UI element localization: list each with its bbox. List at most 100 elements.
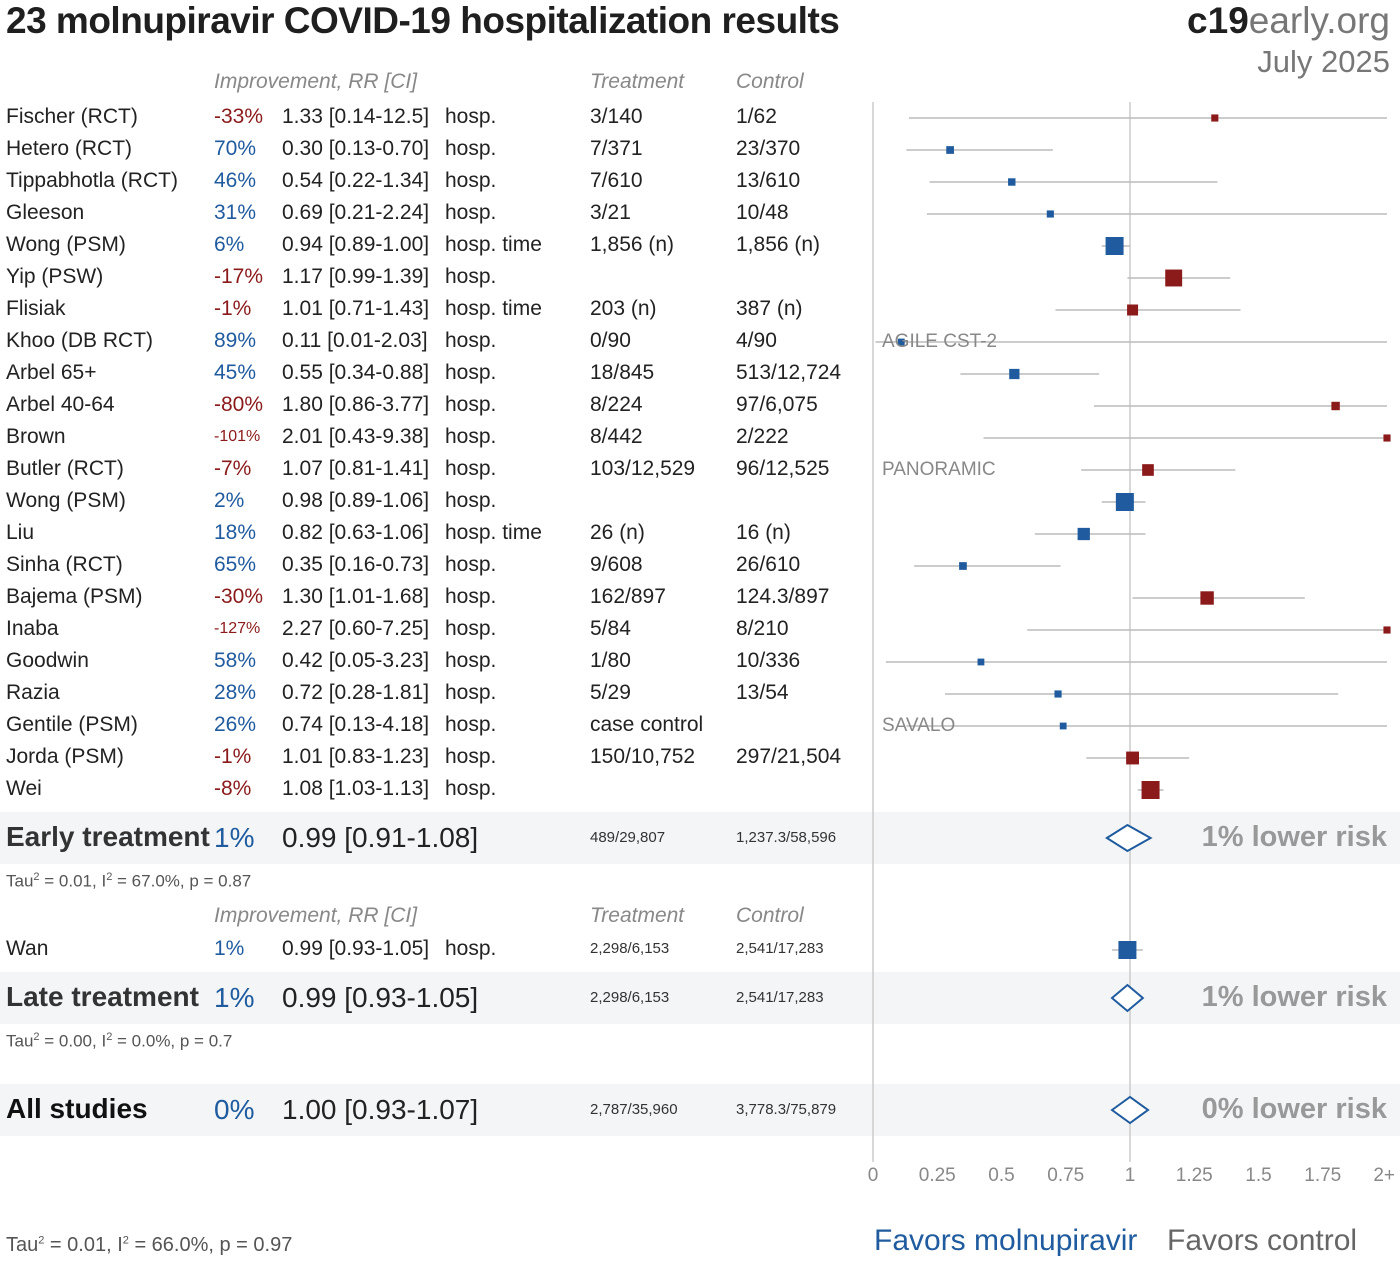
study-rr-ci: 0.69 [0.21-2.24] xyxy=(282,201,430,224)
study-improvement: -8% xyxy=(214,777,252,800)
effect-marker xyxy=(977,658,985,666)
brand-logo[interactable]: c19early.org xyxy=(1187,0,1390,42)
study-outcome: hosp. xyxy=(445,937,497,960)
summary-lower-risk: 0% lower risk xyxy=(1201,1093,1387,1125)
superscript: 2 xyxy=(38,1234,45,1247)
superscript: 2 xyxy=(106,1031,113,1043)
page-title: 23 molnupiravir COVID-19 hospitalization… xyxy=(6,0,840,41)
stat-text: Tau xyxy=(6,1031,34,1051)
study-improvement: 70% xyxy=(214,137,257,160)
superscript: 2 xyxy=(106,871,113,883)
summary-treatment: 489/29,807 xyxy=(590,829,666,846)
summary-label: Early treatment xyxy=(6,821,210,852)
effect-marker xyxy=(1142,464,1154,476)
summary-label: All studies xyxy=(6,1093,148,1124)
study-rr-ci: 0.42 [0.05-3.23] xyxy=(282,649,430,672)
effect-marker xyxy=(1009,368,1020,380)
summary-rr-ci: 0.99 [0.93-1.05] xyxy=(282,982,479,1013)
effect-marker xyxy=(959,562,967,570)
study-improvement: -101% xyxy=(214,428,261,445)
study-treatment: 8/224 xyxy=(590,393,643,416)
summary-band xyxy=(0,812,1400,864)
study-treatment: 162/897 xyxy=(590,585,666,608)
study-rr-ci: 0.98 [0.89-1.06] xyxy=(282,489,430,512)
study-treatment: 26 (n) xyxy=(590,521,645,544)
summary-control: 3,778.3/75,879 xyxy=(736,1101,837,1118)
study-rr-ci: 1.08 [1.03-1.13] xyxy=(282,777,430,800)
study-rr-ci: 1.30 [1.01-1.68] xyxy=(282,585,430,608)
study-rr-ci: 0.82 [0.63-1.06] xyxy=(282,521,430,544)
study-name: Fischer (RCT) xyxy=(6,105,138,128)
study-name: Sinha (RCT) xyxy=(6,553,123,576)
x-tick-label: 0.75 xyxy=(1047,1165,1085,1186)
trial-label: PANORAMIC xyxy=(882,459,996,480)
stat-text: = 0.00, I xyxy=(39,1031,107,1051)
study-treatment: 5/29 xyxy=(590,681,631,704)
study-control: 297/21,504 xyxy=(736,745,842,768)
summary-rr-ci: 0.99 [0.91-1.08] xyxy=(282,822,479,853)
effect-marker xyxy=(1126,751,1139,765)
study-improvement: 1% xyxy=(214,937,245,960)
study-improvement: -127% xyxy=(214,620,261,637)
study-name: Jorda (PSM) xyxy=(6,745,124,768)
summary-improvement: 1% xyxy=(214,982,255,1013)
stat-text: = 0.0%, p = 0.7 xyxy=(112,1031,233,1051)
study-outcome: hosp. time xyxy=(445,297,542,320)
study-control: 2/222 xyxy=(736,425,789,448)
summary-lower-risk: 1% lower risk xyxy=(1201,821,1387,853)
heterogeneity-stats: Tau2 = 0.01, I2 = 67.0%, p = 0.87 xyxy=(6,871,251,892)
study-improvement: -1% xyxy=(214,297,252,320)
study-name: Yip (PSW) xyxy=(6,265,104,288)
study-outcome: hosp. xyxy=(445,585,497,608)
effect-marker xyxy=(1008,178,1016,186)
effect-marker xyxy=(1211,114,1219,122)
study-outcome: hosp. xyxy=(445,617,497,640)
effect-marker xyxy=(1331,401,1340,411)
trial-label: SAVALO xyxy=(882,715,956,736)
summary-rr-ci: 1.00 [0.93-1.07] xyxy=(282,1094,479,1125)
study-rr-ci: 0.74 [0.13-4.18] xyxy=(282,713,430,736)
study-name: Butler (RCT) xyxy=(6,457,124,480)
study-control: 387 (n) xyxy=(736,297,803,320)
study-control: 23/370 xyxy=(736,137,801,160)
summary-label: Late treatment xyxy=(6,981,199,1012)
x-tick-label: 0.5 xyxy=(988,1165,1015,1186)
study-control: 10/48 xyxy=(736,201,789,224)
study-improvement: 18% xyxy=(214,521,257,544)
x-tick-label: 1.25 xyxy=(1175,1165,1213,1186)
stat-text: Tau xyxy=(6,871,34,891)
x-tick-label: 1.75 xyxy=(1304,1165,1342,1186)
summary-control: 1,237.3/58,596 xyxy=(736,829,837,846)
x-tick-label: 1 xyxy=(1124,1165,1136,1186)
favors-control-label: Favors control xyxy=(1167,1224,1358,1257)
summary-diamond xyxy=(1110,1095,1150,1125)
column-header-improvement: Improvement, RR [CI] xyxy=(214,70,418,93)
study-improvement: 2% xyxy=(214,489,245,512)
study-rr-ci: 2.01 [0.43-9.38] xyxy=(282,425,430,448)
study-name: Goodwin xyxy=(6,649,89,672)
effect-marker xyxy=(1141,781,1160,799)
study-control: 513/12,724 xyxy=(736,361,842,384)
study-improvement: 26% xyxy=(214,713,257,736)
x-tick-label: 0.25 xyxy=(918,1165,956,1186)
brand-bold: c19 xyxy=(1187,0,1249,41)
summary-lower-risk: 1% lower risk xyxy=(1201,981,1387,1013)
study-control: 96/12,525 xyxy=(736,457,830,480)
summary-control: 2,541/17,283 xyxy=(736,989,824,1006)
study-improvement: -30% xyxy=(214,585,264,608)
study-control: 8/210 xyxy=(736,617,789,640)
column-header-control: Control xyxy=(736,70,804,93)
study-control: 26/610 xyxy=(736,553,801,576)
study-treatment: 3/21 xyxy=(590,201,631,224)
study-name: Inaba xyxy=(6,617,59,640)
heterogeneity-stats: Tau2 = 0.00, I2 = 0.0%, p = 0.7 xyxy=(6,1031,232,1052)
study-improvement: 31% xyxy=(214,201,257,224)
study-name: Khoo (DB RCT) xyxy=(6,329,154,352)
study-treatment: 1/80 xyxy=(590,649,631,672)
study-control: 13/54 xyxy=(736,681,789,704)
study-name: Wong (PSM) xyxy=(6,233,126,256)
study-control: 4/90 xyxy=(736,329,777,352)
study-outcome: hosp. xyxy=(445,553,497,576)
stat-text: = 67.0%, p = 0.87 xyxy=(112,871,252,891)
